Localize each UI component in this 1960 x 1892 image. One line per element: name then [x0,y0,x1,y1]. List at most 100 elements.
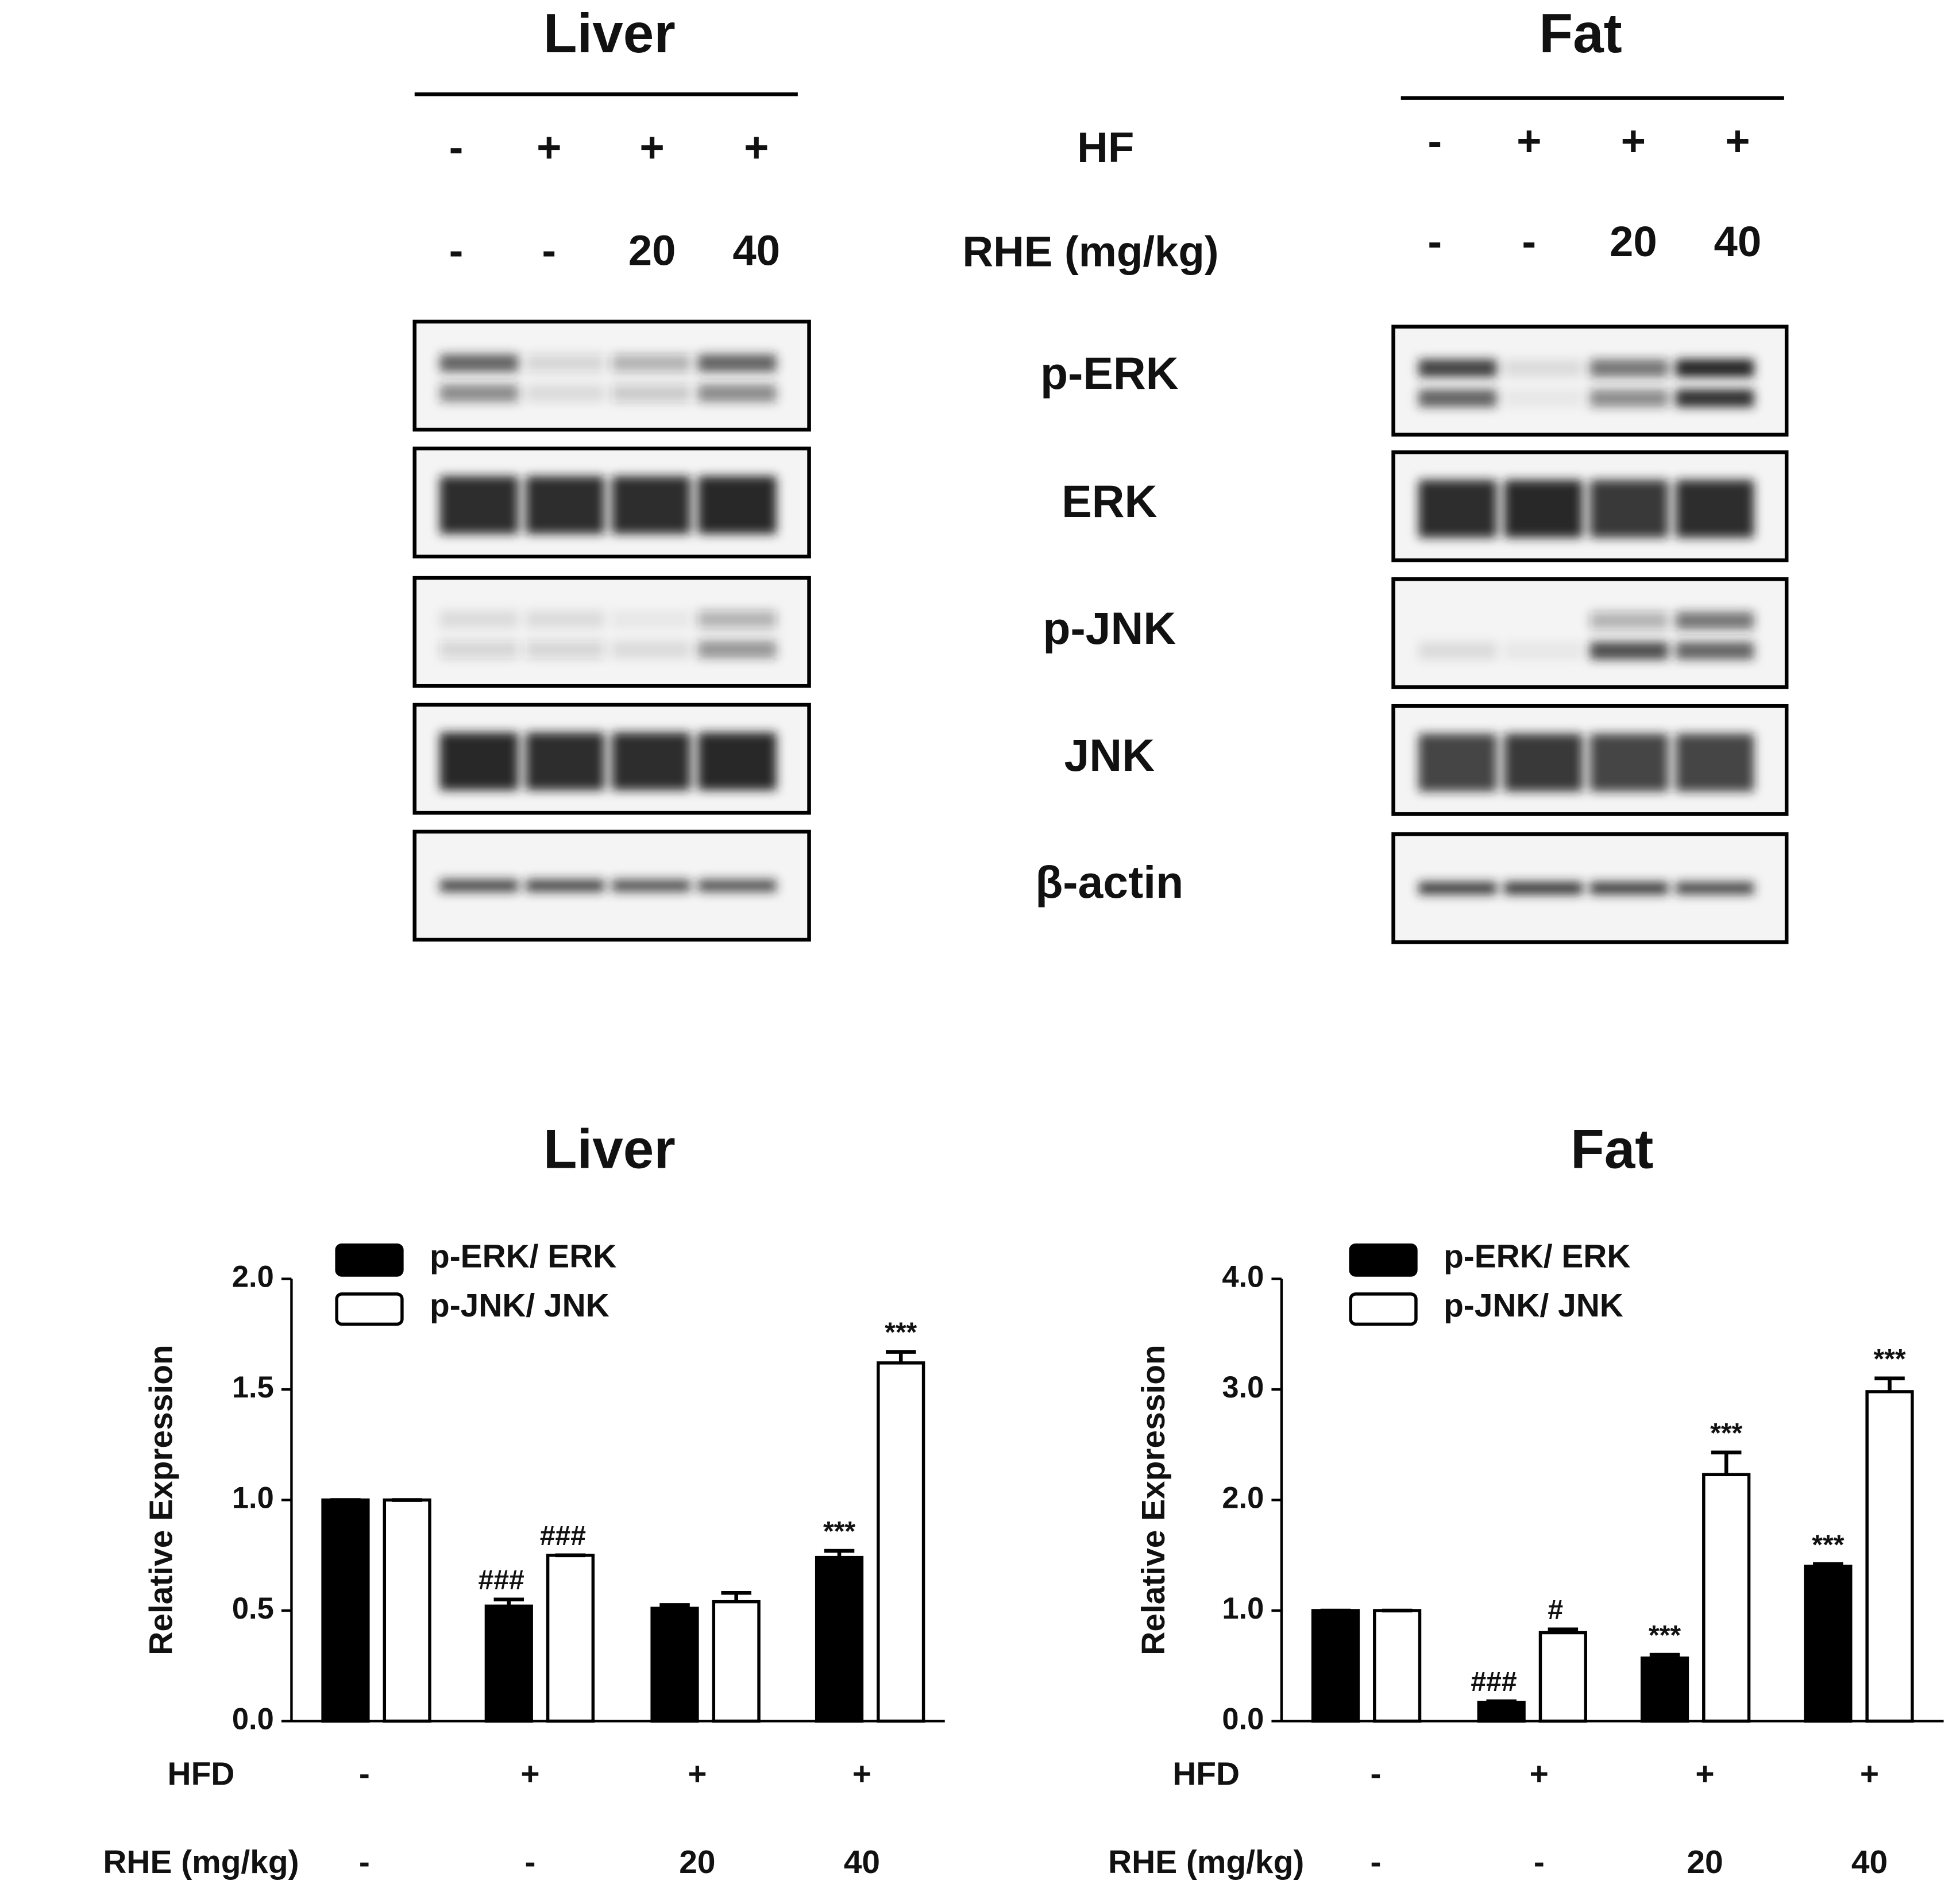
bar [1640,1657,1689,1723]
band [1504,359,1583,377]
error-bar [1486,1699,1517,1704]
band [697,732,777,790]
hf-sign: + [744,123,769,171]
band [526,476,605,534]
x-tick-label: - [1534,1844,1545,1881]
band [1418,882,1497,895]
band [1504,389,1583,407]
error-bar [659,1603,690,1609]
bar [1702,1473,1751,1723]
band [697,476,777,534]
legend-label: p-ERK/ ERK [1444,1239,1630,1275]
band [1418,480,1497,538]
legend-label: p-JNK/ JNK [430,1288,609,1324]
protein-label: p-JNK [1043,603,1176,654]
x-tick-label: + [852,1756,871,1793]
error-bar [1548,1627,1579,1633]
blot-bands [1418,359,1754,407]
hf-sign: + [1517,117,1541,165]
rhe-dose: - [1427,218,1442,265]
blot-bands [1418,612,1754,660]
blot-frame [412,319,811,432]
band [1676,480,1754,538]
y-tick-label: 2.0 [1222,1481,1264,1515]
bar [1373,1609,1422,1723]
hf-sign: - [449,123,464,171]
band [526,732,605,790]
band [697,640,777,659]
bar [877,1361,925,1723]
band [439,354,519,372]
significance-mark: # [1548,1594,1563,1625]
significance-mark: ### [479,1565,524,1596]
bar [1538,1631,1587,1723]
band [439,879,519,892]
x-tick-label: + [1695,1756,1714,1793]
band [1504,642,1583,660]
band [697,879,777,892]
band [697,384,777,402]
bar [1477,1701,1526,1723]
band [612,384,690,402]
protein-label: β-actin [1035,857,1183,908]
blot-frame [1391,325,1789,437]
x-row-name: HFD [1172,1756,1240,1793]
blot-bands [1418,480,1754,538]
chart-title: Liver [543,1118,676,1180]
band [1676,882,1754,895]
band [612,354,690,372]
band [612,879,690,892]
legend-swatch [1349,1243,1418,1277]
legend-label: p-ERK/ ERK [430,1239,616,1275]
chart-title: Fat [1571,1118,1653,1180]
x-row-name: RHE (mg/kg) [1108,1844,1304,1881]
y-axis-label: Relative Expression [1136,1345,1172,1655]
band [1589,359,1669,377]
significance-mark: *** [823,1516,855,1547]
x-tick-label: 20 [679,1844,715,1881]
x-tick-label: + [1530,1756,1549,1793]
x-tick-label: - [1370,1844,1381,1881]
band [1418,389,1497,407]
band [1418,359,1497,377]
band [1589,642,1669,660]
x-tick-label: + [1860,1756,1879,1793]
protein-label: ERK [1062,476,1157,527]
band [612,476,690,534]
band [439,611,519,628]
blot-bands [1418,882,1754,895]
y-tick-label: 3.0 [1222,1370,1264,1404]
band [612,732,690,790]
significance-mark: *** [1873,1343,1905,1374]
legend-label: p-JNK/ JNK [1444,1288,1623,1324]
rhe-dose: - [1522,218,1536,265]
error-bar [1874,1376,1905,1392]
hf-label: HF [1077,123,1134,171]
rhe-dose: - [449,227,464,275]
band [1676,612,1754,630]
blot-bands [439,611,777,659]
hf-sign: + [537,123,561,171]
bar [1311,1609,1360,1723]
bar [650,1607,699,1723]
blot-bands [439,879,777,892]
error-bar [1649,1652,1680,1658]
blot-bands [439,732,777,790]
band [1418,642,1497,660]
band [612,640,690,659]
y-tick-label: 0.0 [232,1702,274,1736]
band [439,476,519,534]
bar [815,1555,864,1723]
significance-mark: *** [885,1317,917,1348]
x-tick-label: + [520,1756,539,1793]
band [1504,733,1583,791]
x-tick-label: - [359,1844,370,1881]
bar [1865,1390,1914,1723]
band [697,611,777,628]
band [1504,480,1583,538]
significance-mark: *** [1710,1418,1742,1449]
rhe-dose: 20 [628,227,676,275]
error-bar [721,1590,751,1602]
blot-bands [439,476,777,534]
